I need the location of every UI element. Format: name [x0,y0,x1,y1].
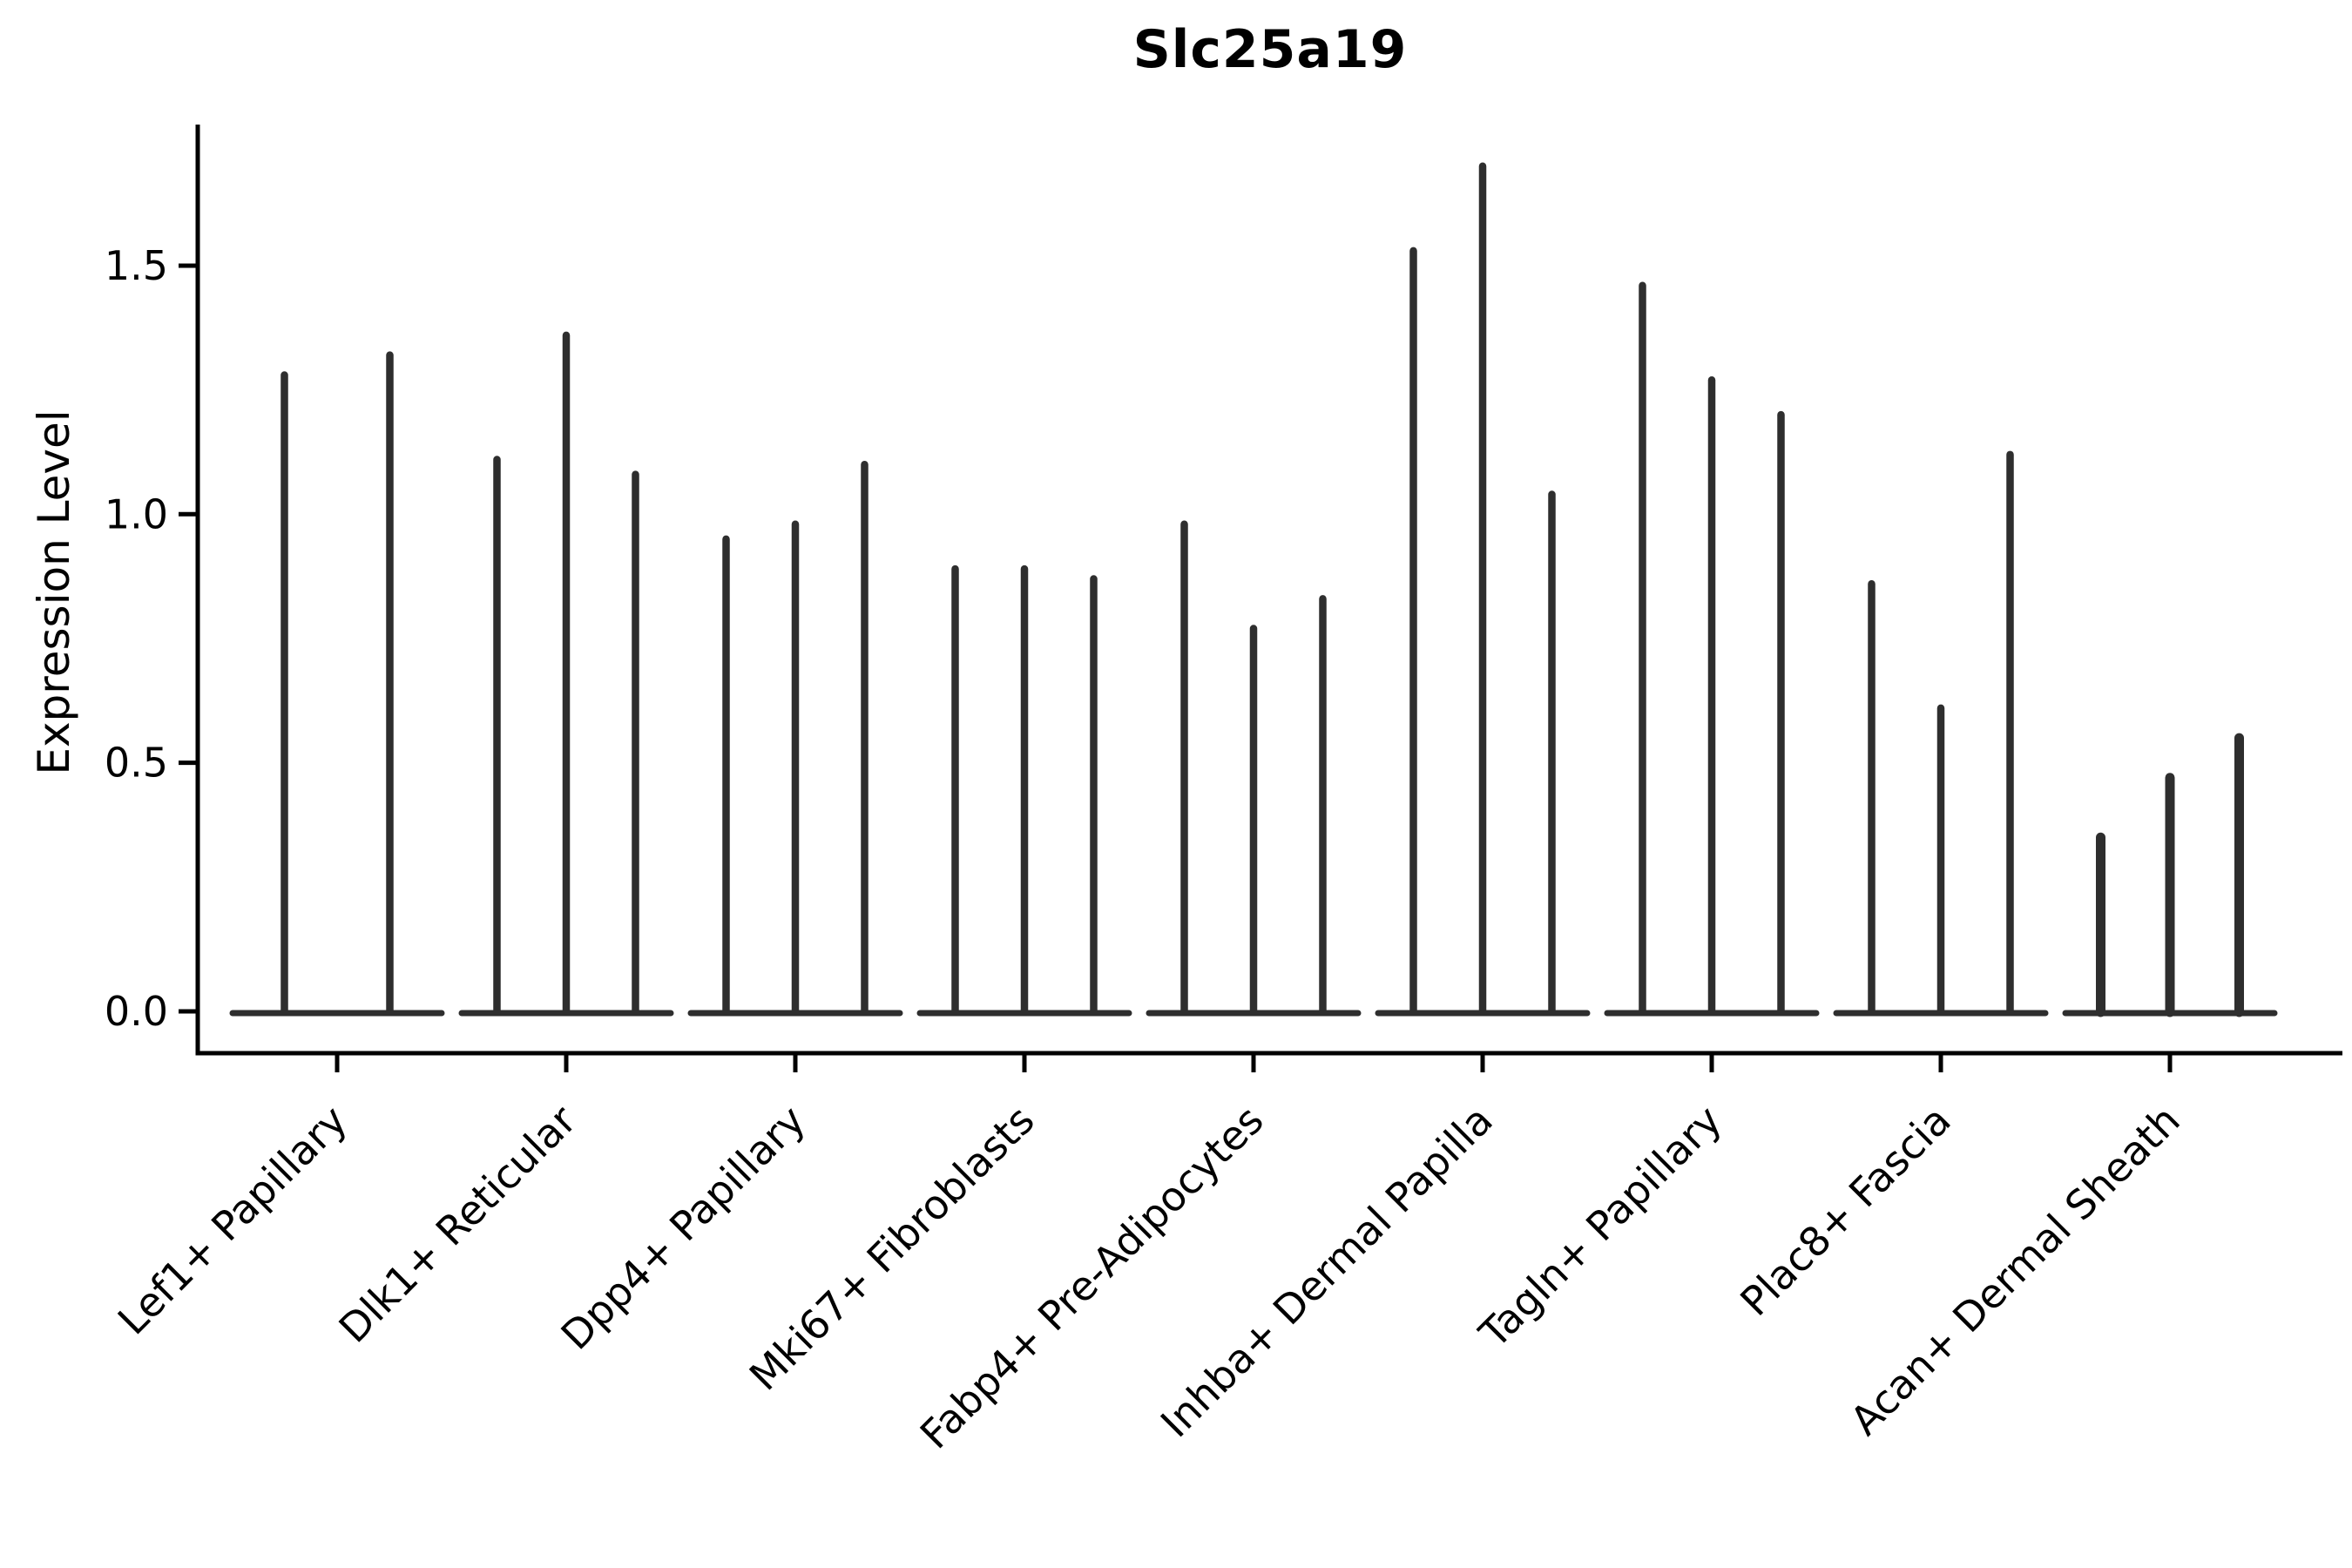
x-tick-label: Dlk1+ Reticular [330,1097,585,1352]
y-tick-label: 0.5 [105,740,168,787]
y-tick-label: 1.5 [105,242,168,289]
x-tick-label: Plac8+ Fascia [1731,1097,1959,1325]
y-tick-label: 1.0 [105,490,168,537]
y-tick-label: 0.0 [105,988,168,1035]
chart-title: Slc25a19 [1132,19,1408,80]
x-tick-label: Dpp4+ Papillary [552,1097,814,1359]
x-tick-label: Lef1+ Papillary [109,1097,356,1344]
x-tick-label: Tagln+ Papillary [1470,1097,1731,1358]
